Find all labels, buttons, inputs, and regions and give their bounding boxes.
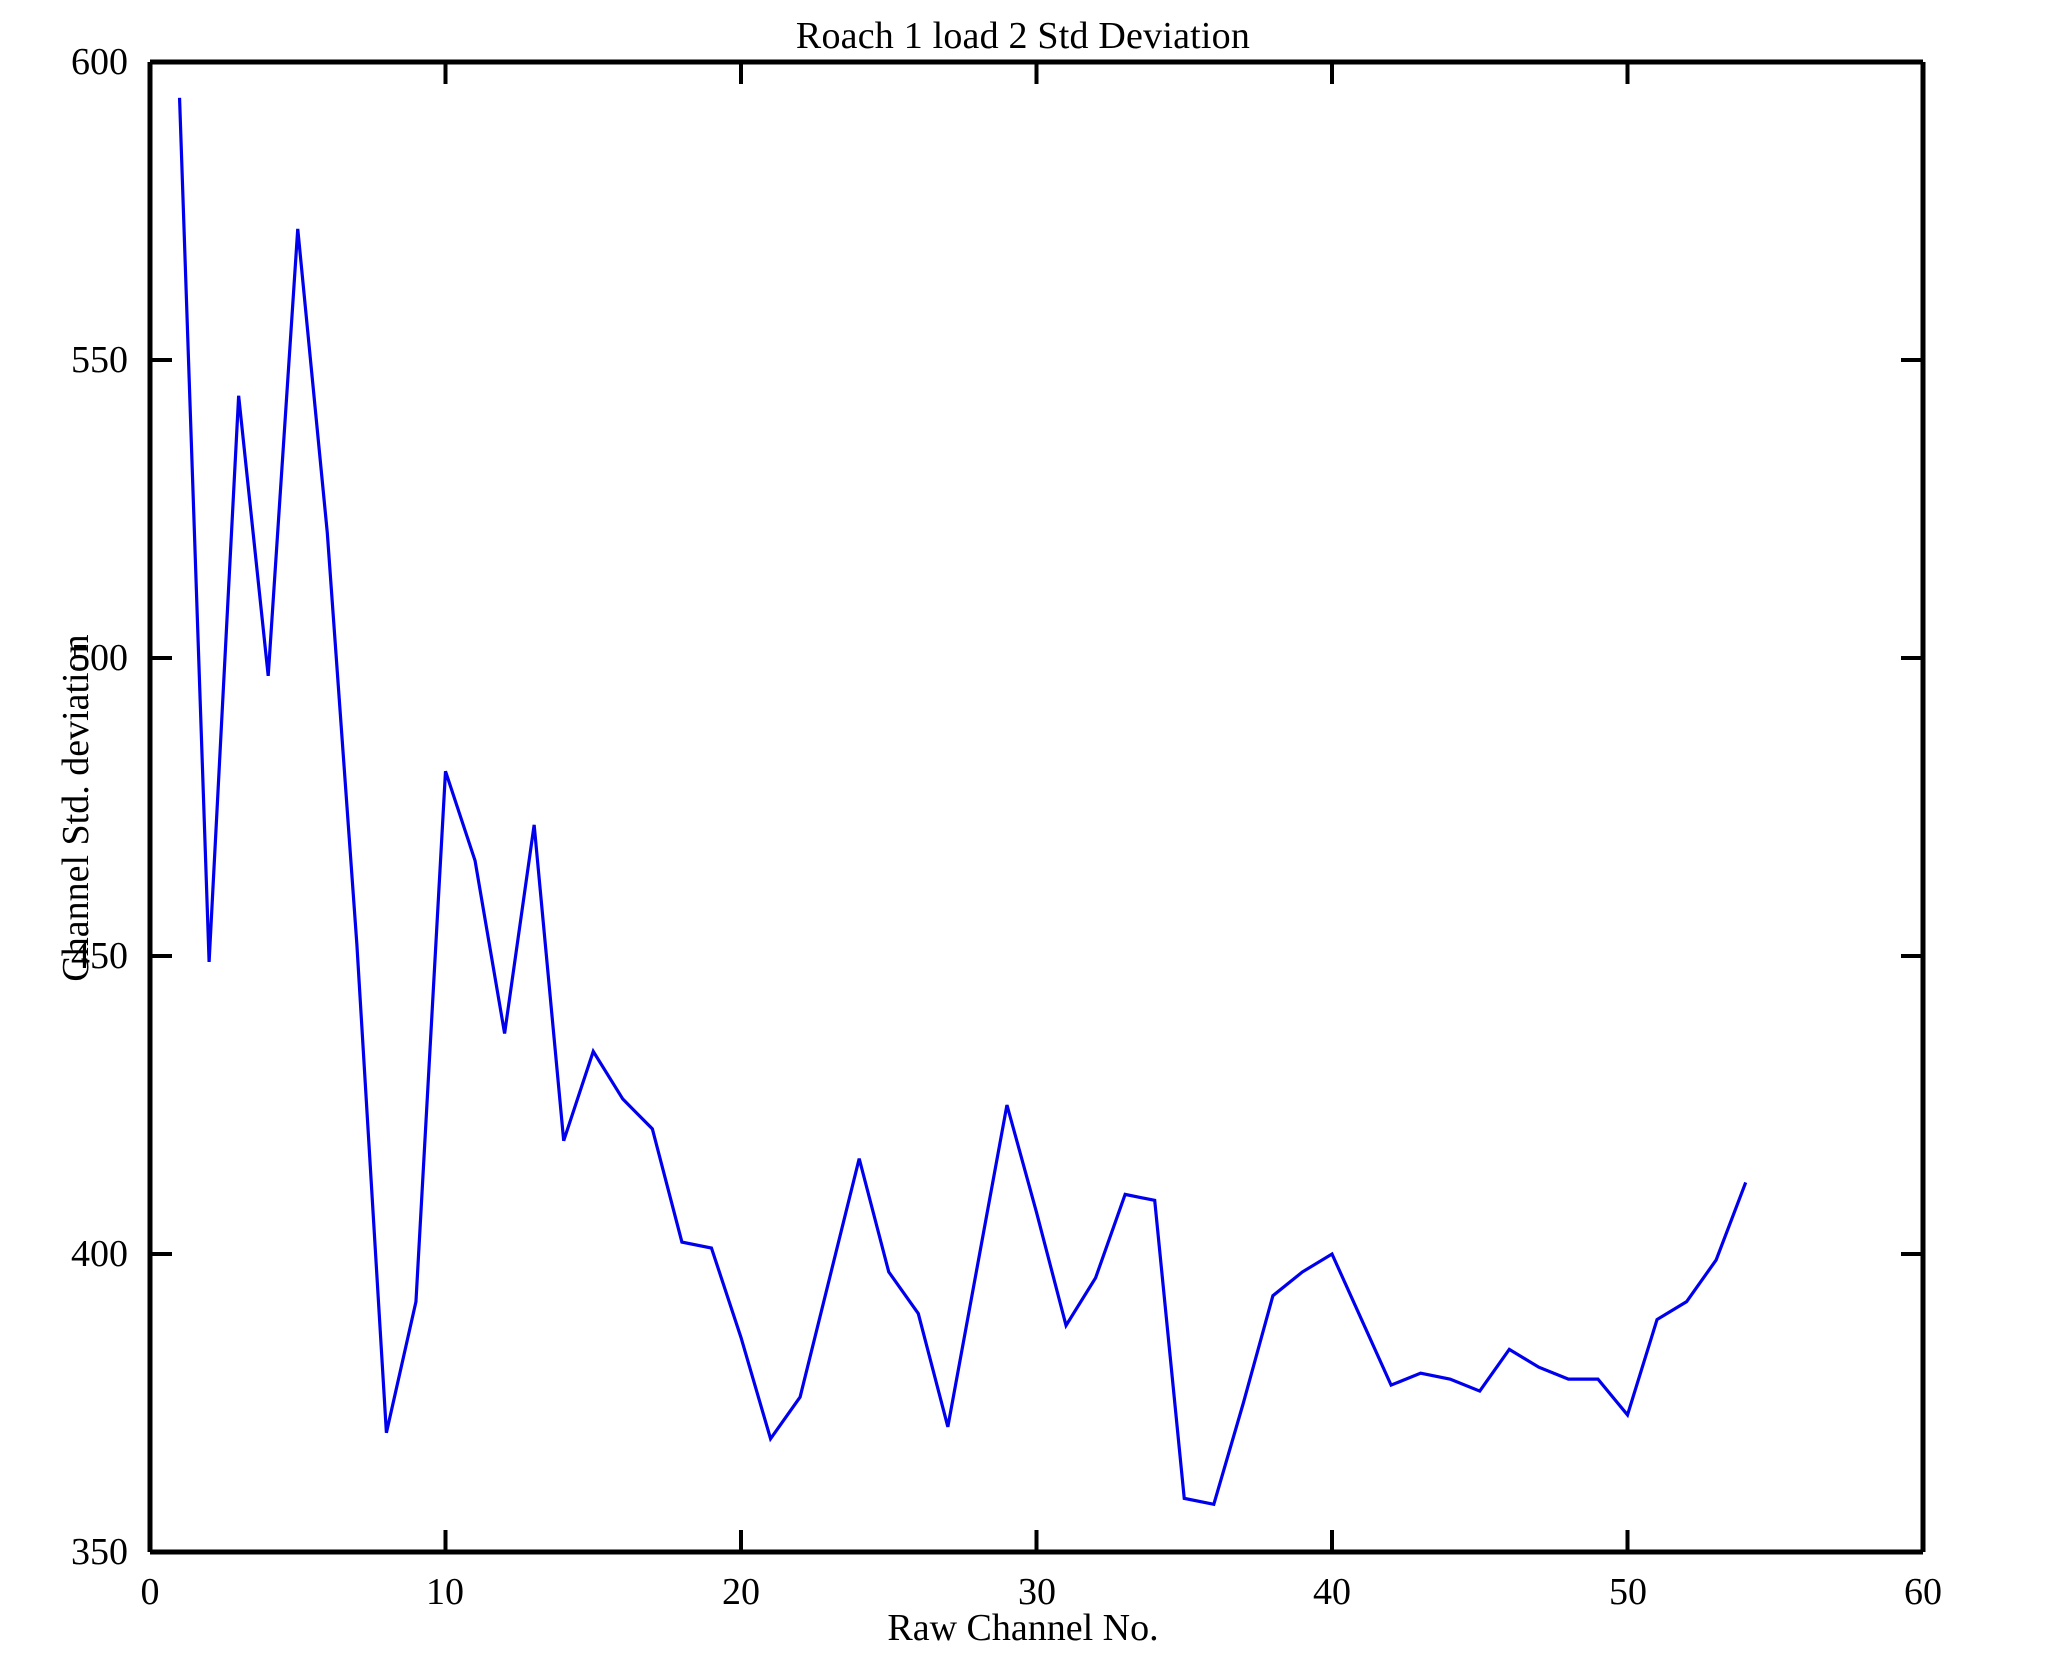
x-axis-label: Raw Channel No.	[887, 1607, 1159, 1649]
axis-frame	[147, 59, 1926, 1555]
ytick-label-400: 400	[71, 1233, 128, 1275]
xtick-label-20: 20	[722, 1571, 760, 1613]
xtick-label-0: 0	[140, 1571, 160, 1613]
xtick-label-50: 50	[1609, 1571, 1647, 1613]
data-series-line	[177, 97, 1748, 1507]
ytick-label-600: 600	[71, 41, 128, 83]
xtick-label-60: 60	[1904, 1571, 1942, 1613]
y-axis-label: Channel Std. deviation	[55, 634, 97, 982]
chart-title: Roach 1 load 2 Std Deviation	[795, 15, 1251, 57]
ytick-label-500: 500	[71, 637, 128, 679]
ytick-label-550: 550	[71, 339, 128, 381]
tick-marks	[150, 62, 1923, 1552]
xtick-label-10: 10	[426, 1571, 464, 1613]
ytick-label-350: 350	[71, 1531, 128, 1573]
xtick-label-30: 30	[1018, 1571, 1056, 1613]
ytick-label-450: 450	[71, 935, 128, 977]
xtick-label-40: 40	[1313, 1571, 1351, 1613]
